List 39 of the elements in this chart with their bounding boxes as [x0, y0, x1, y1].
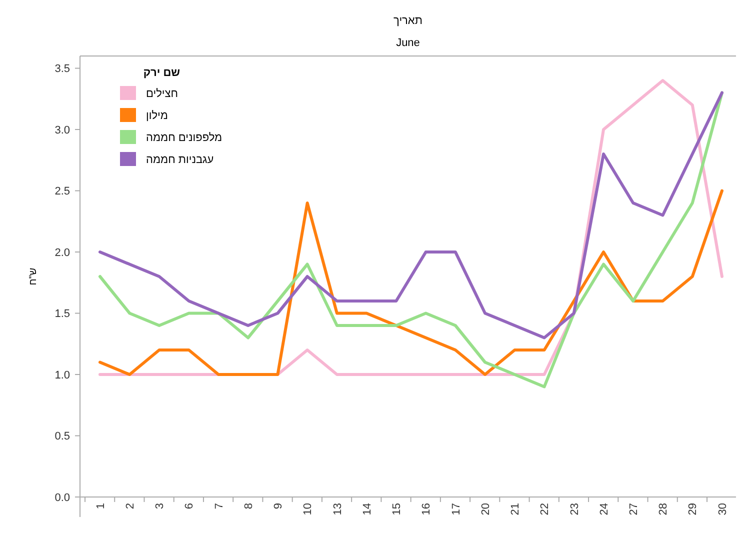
- x-tick-label: 9: [272, 503, 285, 510]
- x-tick-label: 28: [658, 503, 670, 516]
- x-tick-label: 27: [628, 503, 640, 516]
- chart-title: תאריך: [394, 15, 422, 27]
- y-tick-label: 2.5: [54, 186, 70, 198]
- x-tick-label: 20: [480, 503, 492, 516]
- x-tick-label: 29: [687, 503, 700, 516]
- x-tick-label: 24: [598, 503, 610, 516]
- x-tick-label: 6: [184, 503, 196, 510]
- x-tick-label: 8: [242, 503, 255, 510]
- line-series: [98, 189, 724, 376]
- x-tick-label: 22: [539, 503, 552, 516]
- x-tick-label: 23: [568, 503, 581, 516]
- x-tick-label: 17: [450, 503, 462, 516]
- legend-label: עגבניות חממה: [146, 154, 214, 166]
- y-tick-label: 3.5: [54, 63, 70, 76]
- y-tick-label: 3.0: [54, 124, 70, 136]
- y-tick-label: 0.0: [54, 492, 70, 504]
- legend-label: מילון: [146, 110, 168, 122]
- x-tick-label: 7: [213, 503, 226, 510]
- legend-title: שם ירק: [143, 67, 180, 79]
- x-tick-label: 30: [716, 503, 729, 516]
- x-tick-label: 21: [510, 503, 522, 516]
- x-tick-label: 16: [420, 503, 433, 516]
- y-tick-label: 0.5: [54, 430, 70, 443]
- x-tick-label: 14: [361, 503, 374, 516]
- chart-subtitle: June: [396, 37, 420, 49]
- y-tick-label: 1.5: [54, 308, 70, 320]
- legend-label: מלפפונים חממה: [146, 132, 222, 144]
- y-axis-title: ש"ח: [28, 268, 39, 286]
- x-tick-label: 10: [302, 503, 314, 516]
- x-tick-label: 1: [94, 503, 107, 510]
- legend-label: חצילים: [146, 88, 178, 100]
- x-tick-label: 3: [154, 503, 166, 510]
- x-tick-label: 2: [124, 503, 136, 510]
- x-tick-label: 15: [391, 503, 404, 516]
- y-tick-label: 1.0: [54, 369, 70, 382]
- x-tick-label: 13: [332, 503, 344, 516]
- y-tick-label: 2.0: [54, 246, 70, 259]
